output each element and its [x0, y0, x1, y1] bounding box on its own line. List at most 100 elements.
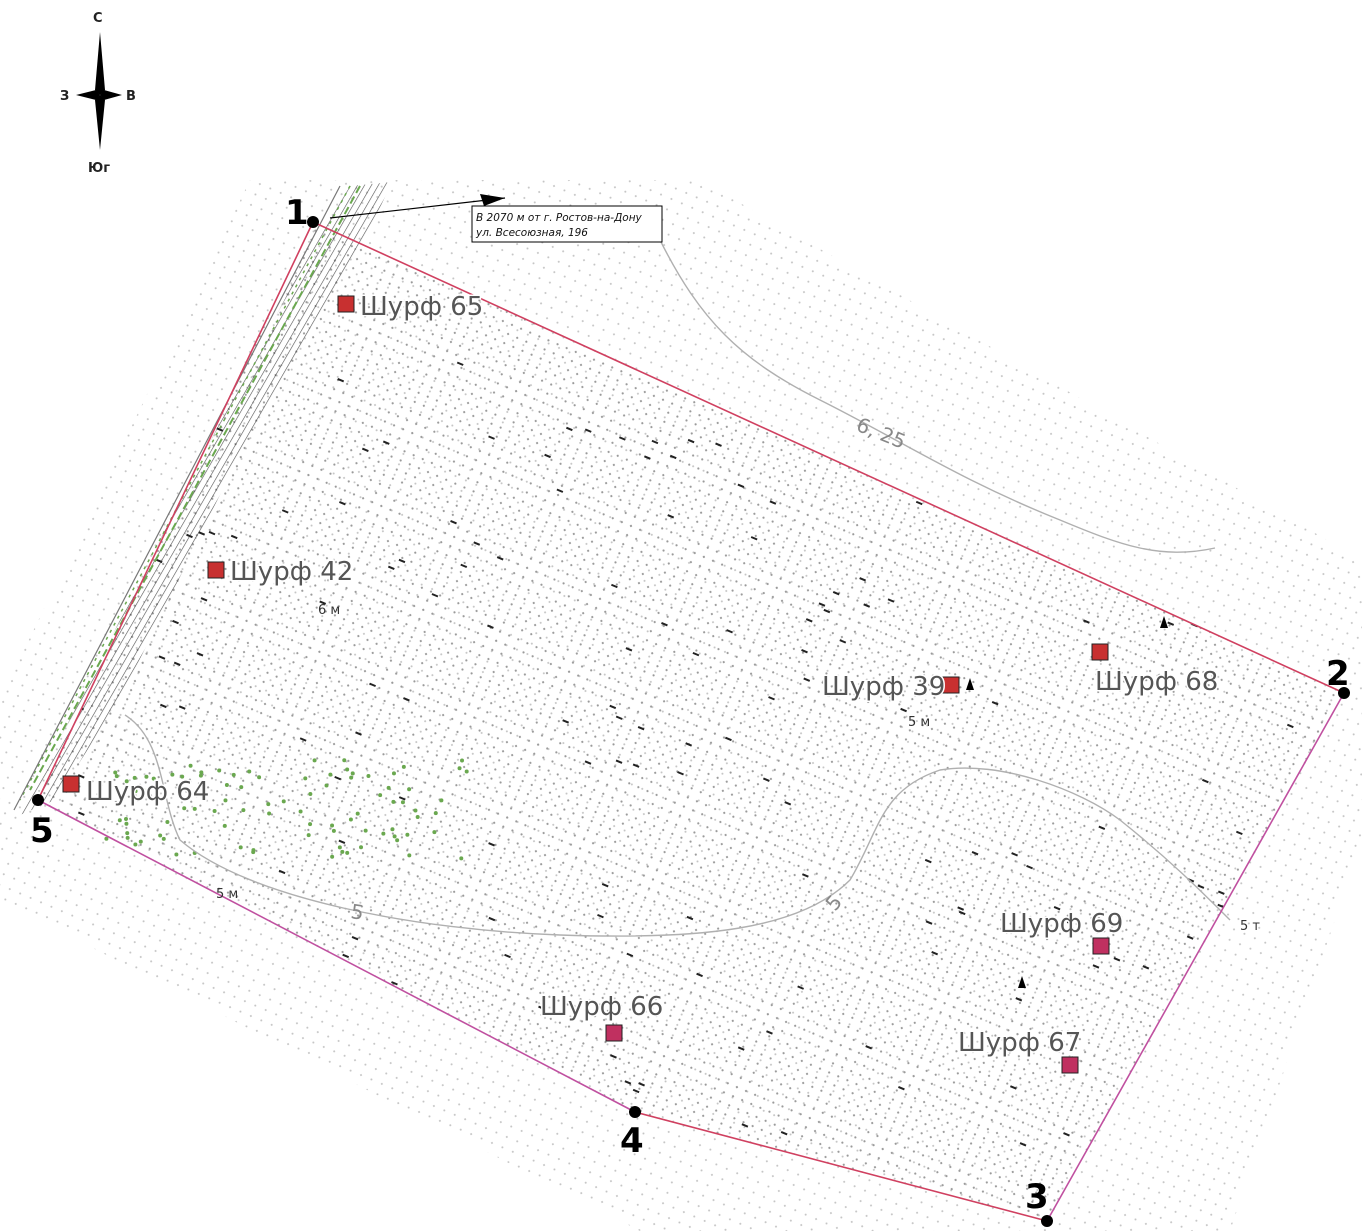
grass-mark — [601, 883, 609, 888]
grass-mark — [1066, 921, 1074, 926]
pit-68[interactable]: Шурф 68 — [1091, 643, 1220, 699]
vegetation-dot — [363, 828, 368, 833]
boundary-1-2 — [312, 221, 1345, 694]
grass-mark — [427, 1166, 435, 1172]
corner-points — [32, 216, 1350, 1227]
grass-mark — [1118, 381, 1126, 386]
grass-mark — [369, 682, 376, 688]
vegetation-dot — [188, 763, 193, 768]
grass-mark — [1298, 1110, 1305, 1115]
grass-mark — [865, 1045, 873, 1050]
grass-mark — [801, 649, 808, 654]
grass-mark — [1288, 1090, 1296, 1096]
grass-mark — [496, 556, 504, 561]
grass-mark — [398, 796, 406, 801]
grass-mark — [202, 1008, 210, 1013]
grass-mark — [422, 1217, 430, 1221]
grass-mark — [725, 736, 732, 742]
vegetation-dot — [432, 830, 437, 835]
location-callout: В 2070 м от г. Ростов-на-Дону ул. Всесою… — [329, 194, 663, 243]
grass-mark — [143, 1143, 150, 1149]
grass-mark — [58, 222, 65, 228]
grass-mark — [1142, 965, 1150, 970]
grass-mark — [900, 707, 907, 713]
grass-mark — [898, 1086, 905, 1091]
vegetation-dot — [182, 806, 187, 811]
grass-mark — [403, 697, 410, 702]
grass-mark — [891, 208, 897, 211]
vegetation-dot — [324, 783, 329, 788]
vegetation-dot — [239, 785, 244, 790]
vegetation-dot — [328, 772, 333, 777]
pit-69[interactable]: Шурф 69 — [999, 908, 1125, 955]
vegetation-dot — [114, 774, 119, 779]
pit-42[interactable]: Шурф 42 — [207, 556, 355, 589]
grass-mark — [48, 566, 56, 571]
vegetation-dot — [415, 814, 420, 819]
elevation-label-4: 5 т — [1240, 919, 1260, 934]
vegetation-dot — [366, 774, 371, 779]
pit-39[interactable]: Шурф 39 — [821, 671, 960, 704]
vegetation-dot — [405, 832, 410, 837]
pit-label-66: Шурф 66 — [540, 992, 663, 1022]
pit-67[interactable]: Шурф 67 — [957, 1027, 1083, 1074]
pit-64[interactable]: Шурф 64 — [62, 775, 211, 809]
grass-mark — [685, 742, 693, 747]
grass-mark — [1023, 267, 1031, 272]
vegetation-cluster — [97, 758, 469, 861]
corner-point-2 — [1338, 687, 1350, 699]
grass-mark — [823, 608, 831, 614]
grass-mark — [488, 842, 495, 847]
grass-mark — [159, 703, 167, 709]
grass-mark — [610, 1054, 617, 1059]
vegetation-dot — [125, 835, 130, 840]
grass-mark — [57, 449, 64, 454]
pit-66[interactable]: Шурф 66 — [539, 991, 665, 1042]
grass-mark — [487, 624, 494, 629]
grass-mark — [1197, 884, 1205, 889]
grass-mark — [925, 920, 933, 925]
grass-mark — [349, 1100, 357, 1106]
vegetation-dot — [337, 845, 342, 850]
grass-mark — [597, 913, 604, 919]
grass-mark — [784, 801, 792, 806]
vegetation-dot — [267, 811, 272, 816]
grass-mark — [958, 910, 966, 916]
grass-mark — [145, 345, 153, 351]
grass-mark — [762, 777, 770, 782]
grass-mark — [618, 436, 626, 441]
vegetation-dot — [281, 799, 286, 804]
vegetation-dot — [222, 823, 227, 828]
grass-mark — [661, 622, 668, 627]
vegetation-dot — [439, 798, 444, 803]
grass-mark — [1083, 619, 1090, 624]
vegetation-dot — [133, 842, 138, 847]
grass-mark — [1026, 864, 1033, 870]
vegetation-dot — [413, 808, 418, 813]
compass-south-label: Юг — [88, 161, 110, 176]
grass-mark — [200, 597, 208, 602]
grass-mark — [278, 869, 286, 875]
grass-mark — [715, 442, 722, 447]
vegetation-dot — [170, 772, 175, 777]
vegetation-dot — [161, 836, 166, 841]
grass-mark — [832, 591, 840, 596]
grass-mark — [1282, 392, 1289, 397]
vegetation-dot — [312, 758, 317, 763]
vegetation-dot — [224, 783, 229, 788]
grass-mark — [991, 701, 999, 706]
pit-65[interactable]: Шурф 65 — [337, 291, 485, 324]
vegetation-dot — [238, 845, 243, 850]
elevation-label-2: 5 м — [908, 715, 930, 730]
grass-mark — [687, 438, 695, 444]
grass-mark — [386, 1174, 394, 1179]
grass-mark — [737, 483, 745, 489]
grass-mark — [637, 725, 645, 731]
grass-mark — [1067, 338, 1075, 343]
grass-mark — [971, 851, 979, 856]
grass-mark — [632, 1088, 640, 1094]
grass-mark — [677, 771, 684, 776]
grass-mark — [538, 1005, 545, 1011]
grass-mark — [894, 277, 902, 282]
